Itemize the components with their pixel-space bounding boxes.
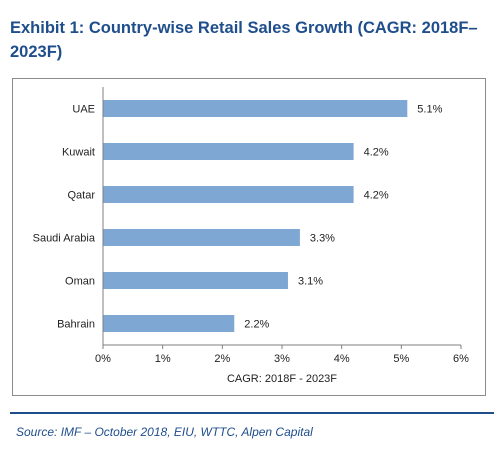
- x-tick-label: 5%: [393, 353, 409, 365]
- category-label: Oman: [65, 276, 95, 288]
- value-label: 3.3%: [310, 233, 335, 245]
- value-label: 4.2%: [364, 190, 389, 202]
- bar-oman: [103, 272, 288, 289]
- category-label: Bahrain: [57, 319, 95, 331]
- x-tick-label: 0%: [95, 353, 111, 365]
- category-label: Saudi Arabia: [33, 233, 96, 245]
- value-label: 2.2%: [244, 319, 269, 331]
- x-tick-label: 4%: [334, 353, 350, 365]
- x-tick-label: 2%: [214, 353, 230, 365]
- footer-rule: [10, 412, 494, 414]
- x-tick-label: 6%: [453, 353, 469, 365]
- value-label: 3.1%: [298, 276, 323, 288]
- bar-saudi-arabia: [103, 229, 300, 246]
- value-label: 5.1%: [417, 104, 442, 116]
- chart-title: Exhibit 1: Country-wise Retail Sales Gro…: [10, 19, 478, 61]
- category-label: UAE: [72, 104, 95, 116]
- category-label: Kuwait: [62, 147, 95, 159]
- source-note: Source: IMF – October 2018, EIU, WTTC, A…: [16, 425, 313, 439]
- value-label: 4.2%: [364, 147, 389, 159]
- category-label: Qatar: [67, 190, 95, 202]
- x-tick-label: 1%: [155, 353, 171, 365]
- bar-qatar: [103, 186, 354, 203]
- bar-bahrain: [103, 315, 235, 332]
- x-axis-title: CAGR: 2018F - 2023F: [227, 373, 337, 385]
- bar-uae: [103, 100, 408, 117]
- bar-chart: UAE 5.1% Kuwait 4.2% Qatar 4.2% Saudi Arabia 3.…: [33, 87, 469, 385]
- x-tick-label: 3%: [274, 353, 290, 365]
- chart-frame: UAE 5.1% Kuwait 4.2% Qatar 4.2% Saudi Arabia 3.…: [12, 78, 486, 396]
- bar-kuwait: [103, 143, 354, 160]
